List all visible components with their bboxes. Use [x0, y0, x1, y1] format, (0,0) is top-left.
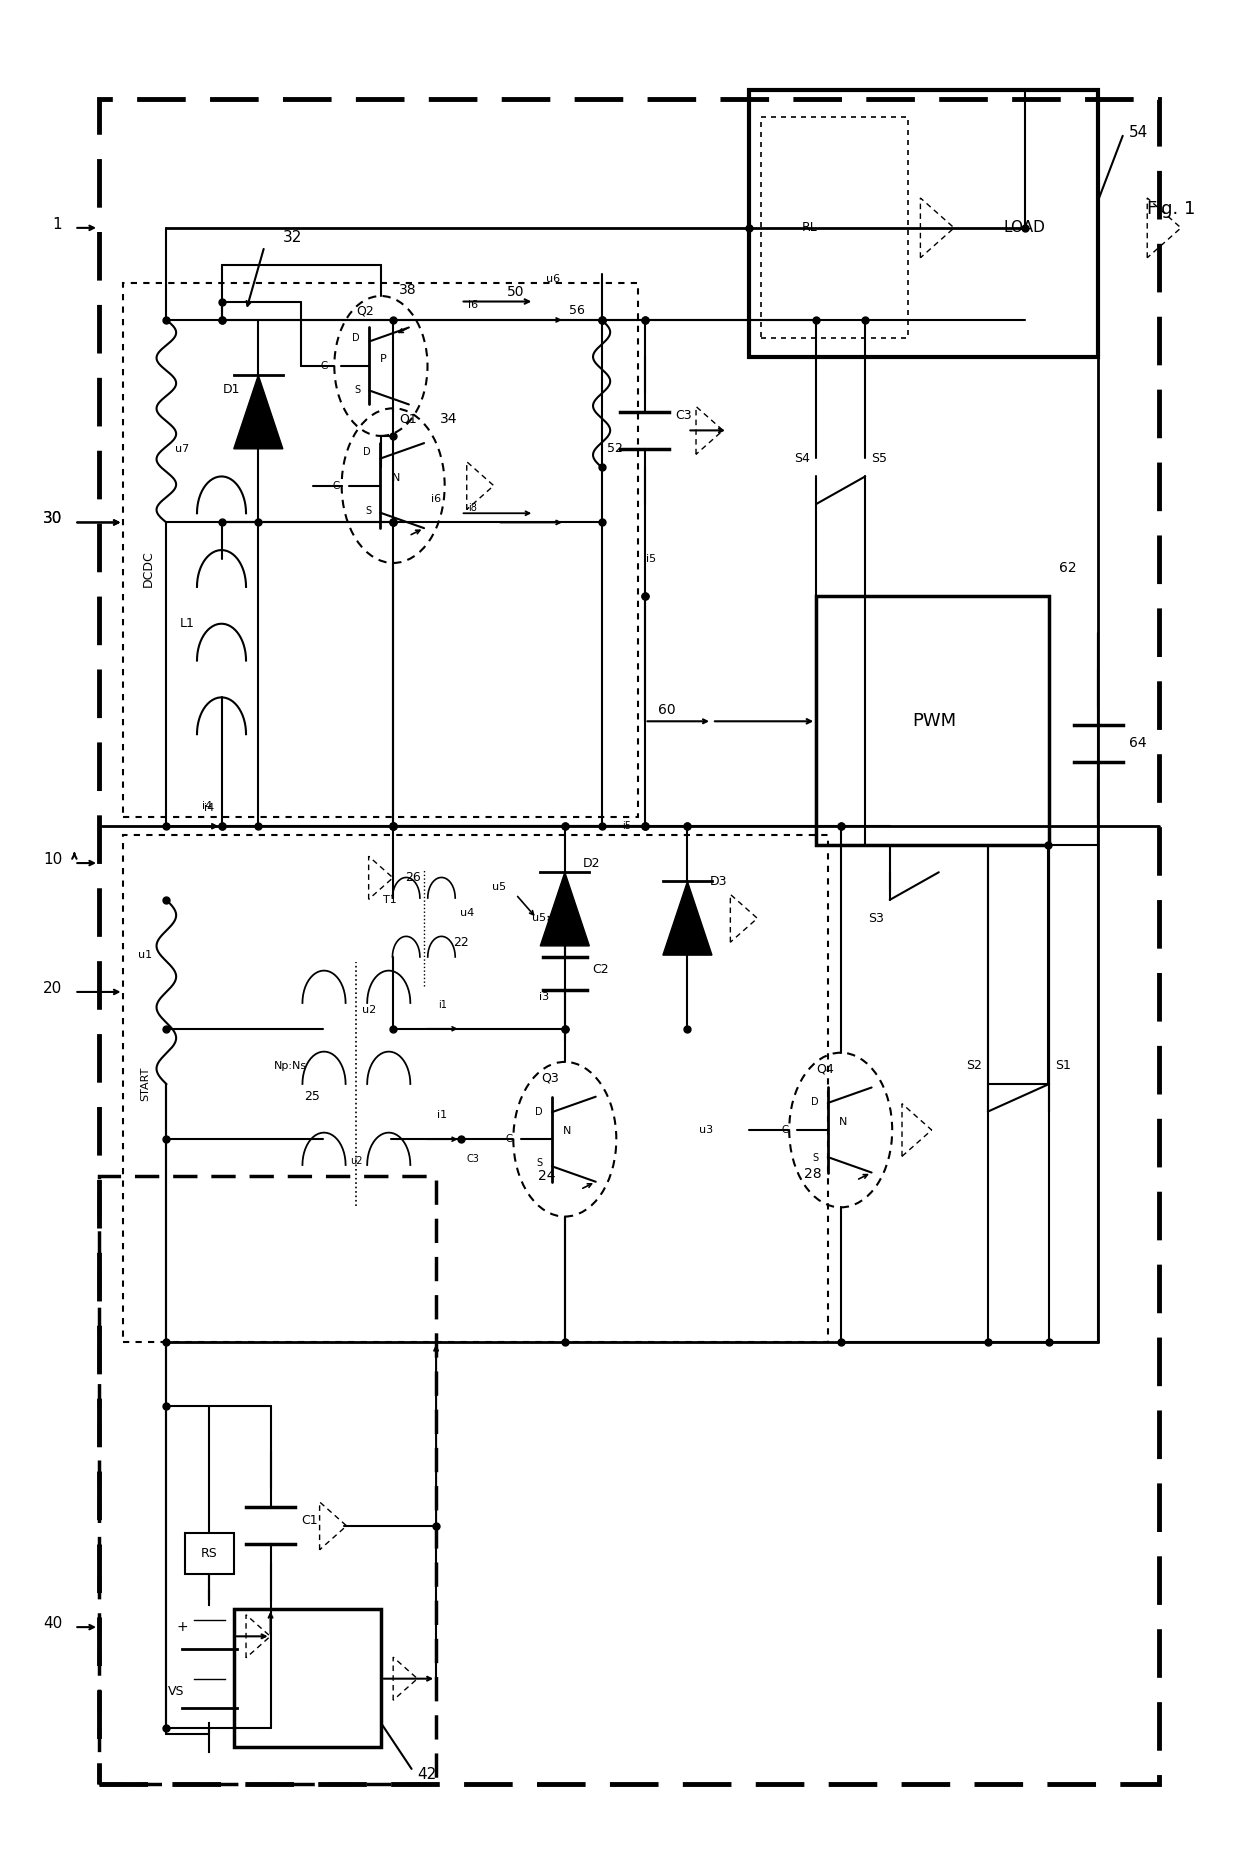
Text: 22: 22 [453, 935, 469, 948]
Text: S4: S4 [794, 451, 810, 464]
Text: u5: u5 [492, 881, 506, 892]
Text: i1: i1 [438, 1111, 448, 1120]
Text: 60: 60 [657, 703, 675, 718]
Text: D3: D3 [709, 876, 727, 889]
Text: G: G [781, 1124, 789, 1135]
Text: i3: i3 [538, 992, 549, 1002]
Text: u1: u1 [138, 950, 151, 961]
Bar [124, 284, 639, 816]
Text: u7: u7 [175, 443, 190, 454]
Polygon shape [663, 881, 712, 955]
Text: C2: C2 [591, 963, 609, 976]
Text: Q4: Q4 [816, 1063, 835, 1076]
Text: S: S [353, 384, 360, 395]
Polygon shape [541, 872, 589, 946]
Text: u4: u4 [460, 907, 474, 918]
Text: u2: u2 [362, 1005, 376, 1015]
Text: u3: u3 [699, 1124, 713, 1135]
Text: PWM: PWM [911, 712, 956, 731]
Text: u2: u2 [350, 1156, 362, 1167]
Text: D: D [536, 1107, 543, 1117]
Text: S5: S5 [872, 451, 888, 464]
Text: Q2: Q2 [356, 304, 374, 317]
Text: Q1: Q1 [399, 414, 417, 427]
Text: Np:Ns: Np:Ns [274, 1061, 308, 1070]
Text: S2: S2 [966, 1059, 982, 1072]
Text: +: + [177, 1619, 188, 1634]
Bar [749, 89, 1099, 356]
Text: 64: 64 [1128, 736, 1147, 751]
Text: Q3: Q3 [542, 1072, 559, 1085]
Text: u5: u5 [532, 913, 547, 924]
Bar [99, 1176, 436, 1785]
Text: N: N [563, 1126, 572, 1137]
Text: u6: u6 [546, 275, 559, 284]
Text: S3: S3 [868, 913, 884, 926]
Text: i1: i1 [438, 1000, 446, 1009]
Text: 30: 30 [42, 512, 62, 527]
Text: 54: 54 [1128, 124, 1148, 139]
Text: LOAD: LOAD [1003, 221, 1045, 236]
Text: N: N [839, 1117, 847, 1128]
Text: 52: 52 [606, 441, 622, 454]
Text: C3: C3 [466, 1154, 480, 1165]
Text: 32: 32 [283, 230, 303, 245]
Text: 26: 26 [405, 872, 422, 885]
Text: START: START [140, 1067, 150, 1102]
Text: i4: i4 [202, 801, 212, 811]
Text: 40: 40 [43, 1616, 62, 1631]
Bar [185, 1534, 234, 1573]
Text: RS: RS [201, 1547, 218, 1560]
Text: i6: i6 [432, 493, 441, 503]
Text: G: G [321, 362, 329, 371]
Text: DCDC: DCDC [141, 551, 155, 586]
Bar [234, 1608, 381, 1747]
Text: RL: RL [802, 221, 818, 234]
Text: 1: 1 [52, 217, 62, 232]
Text: T1: T1 [383, 894, 397, 905]
Text: 20: 20 [43, 981, 62, 996]
Text: Fig. 1: Fig. 1 [1147, 200, 1195, 219]
Text: D: D [811, 1098, 818, 1107]
Text: S: S [537, 1158, 543, 1169]
Text: D: D [363, 447, 371, 458]
Text: S: S [365, 506, 371, 516]
Text: 24: 24 [538, 1169, 556, 1183]
Text: i5: i5 [621, 822, 631, 831]
Text: D2: D2 [583, 857, 600, 870]
Text: L1: L1 [180, 618, 195, 631]
Text: 62: 62 [1059, 562, 1076, 575]
Text: 28: 28 [804, 1167, 821, 1182]
Text: D: D [352, 334, 360, 343]
Polygon shape [234, 375, 283, 449]
Text: 10: 10 [43, 851, 62, 866]
Bar [816, 595, 1049, 844]
Text: 56: 56 [569, 304, 585, 317]
Text: VS: VS [169, 1684, 185, 1697]
Text: 30: 30 [42, 512, 62, 527]
Text: N: N [392, 473, 401, 482]
Text: 34: 34 [440, 412, 458, 427]
Text: i4: i4 [205, 803, 215, 812]
Bar [761, 117, 908, 338]
Text: P: P [379, 354, 387, 364]
Bar [124, 835, 828, 1341]
Text: 42: 42 [418, 1768, 436, 1783]
Text: i5: i5 [646, 555, 656, 564]
Text: G: G [506, 1133, 513, 1145]
Text: 50: 50 [507, 286, 525, 299]
Text: i6: i6 [467, 301, 477, 310]
Text: S: S [812, 1152, 818, 1163]
Text: 25: 25 [304, 1091, 320, 1104]
Text: S1: S1 [1055, 1059, 1071, 1072]
Text: C3: C3 [675, 410, 692, 423]
Bar [99, 98, 1159, 1785]
Text: i8: i8 [469, 503, 477, 512]
Text: G: G [334, 480, 341, 490]
Text: D1: D1 [222, 384, 239, 397]
Text: C1: C1 [301, 1514, 317, 1527]
Text: 38: 38 [399, 284, 417, 297]
